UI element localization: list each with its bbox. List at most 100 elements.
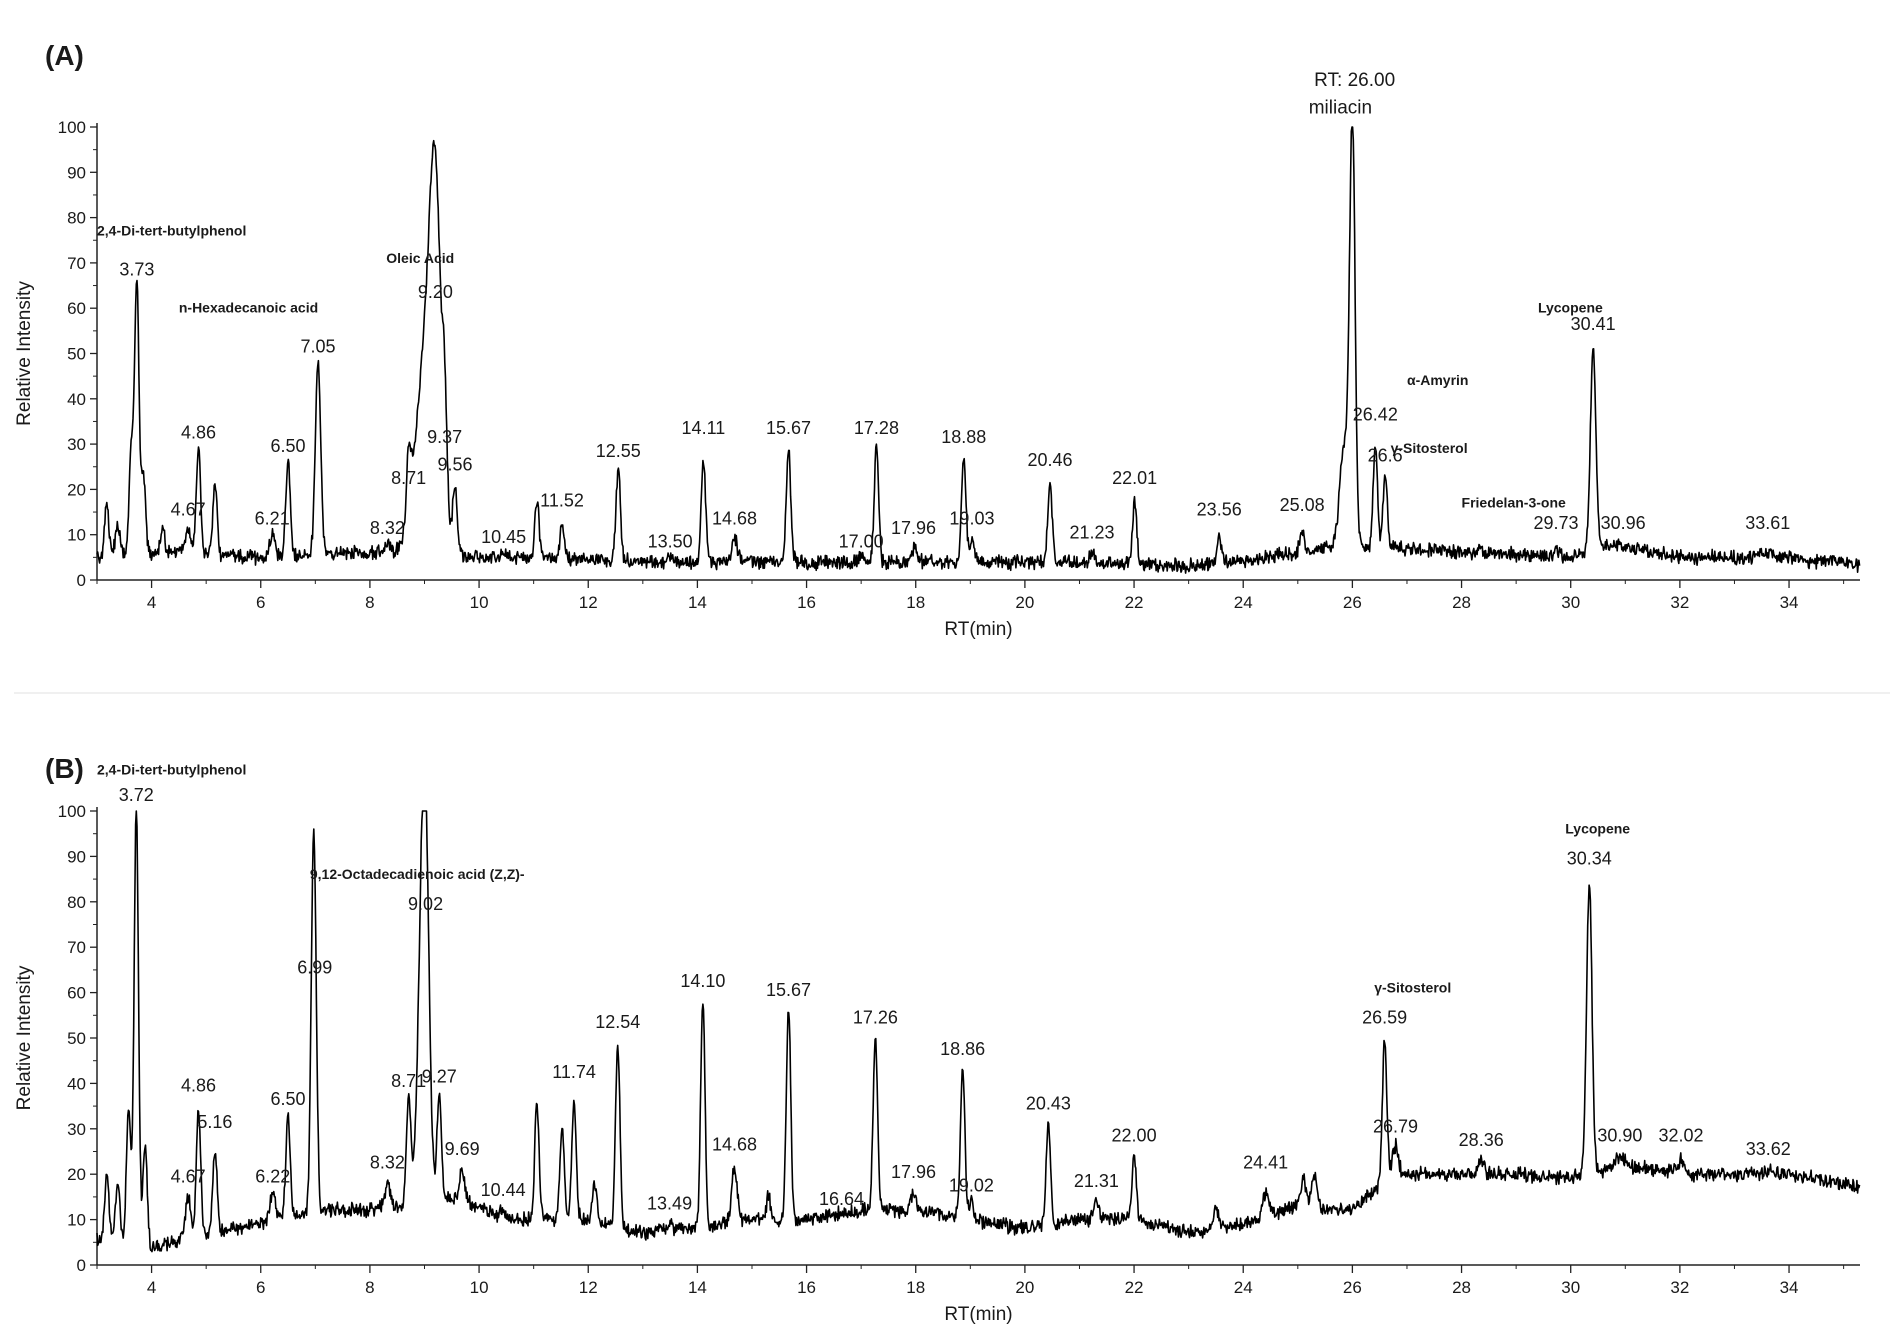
x-tick-label: 30 — [1561, 1278, 1580, 1297]
y-tick-label: 90 — [67, 163, 86, 182]
compound-annotation: 2,4-Di-tert-butylphenol — [97, 762, 246, 778]
x-tick-label: 18 — [906, 1278, 925, 1297]
peak-rt-label: 33.61 — [1745, 513, 1790, 533]
peak-rt-label: 14.68 — [712, 509, 757, 529]
peak-rt-label: 4.86 — [181, 1076, 216, 1096]
peak-rt-label: 21.31 — [1074, 1171, 1119, 1191]
x-tick-label: 26 — [1343, 1278, 1362, 1297]
peak-rt-label: 17.96 — [891, 518, 936, 538]
peak-rt-label: 19.03 — [949, 509, 994, 529]
x-tick-label: 6 — [256, 1278, 265, 1297]
compound-annotation: miliacin — [1309, 97, 1372, 118]
x-tick-label: 30 — [1561, 593, 1580, 612]
peak-rt-label: 9.69 — [445, 1139, 480, 1159]
chromatogram-trace — [96, 810, 1861, 1253]
compound-annotation: γ-Sitosterol — [1391, 440, 1468, 456]
x-tick-label: 32 — [1670, 593, 1689, 612]
peak-rt-label: 33.62 — [1746, 1139, 1791, 1159]
y-axis-title: Relative Intensity — [14, 965, 35, 1110]
peak-rt-label: 26.6 — [1368, 445, 1403, 465]
peak-rt-label: 17.26 — [853, 1007, 898, 1027]
peak-rt-label: 21.23 — [1070, 522, 1115, 542]
peak-rt-label: 10.44 — [481, 1180, 526, 1200]
x-tick-label: 20 — [1015, 1278, 1034, 1297]
peak-rt-label: 22.01 — [1112, 468, 1157, 488]
y-tick-label: 70 — [67, 938, 86, 957]
peak-rt-label: 8.32 — [370, 518, 405, 538]
peak-rt-label: 10.45 — [481, 527, 526, 547]
peak-rt-label: 30.41 — [1571, 314, 1616, 334]
peak-rt-label: 15.67 — [766, 980, 811, 1000]
y-tick-label: 80 — [67, 893, 86, 912]
peak-rt-label: 4.67 — [171, 1166, 206, 1186]
x-tick-label: 26 — [1343, 593, 1362, 612]
peak-rt-label: 29.73 — [1533, 513, 1578, 533]
y-axis-title: Relative Intensity — [14, 281, 35, 426]
x-tick-label: 12 — [579, 1278, 598, 1297]
chromatogram-panel-a: (A) 0 10 20 30 40 50 60 70 80 90 100 4 6 8 10 12 14 16 18 20… — [14, 40, 1861, 640]
x-tick-label: 10 — [470, 593, 489, 612]
y-tick-label: 20 — [67, 480, 86, 499]
y-tick-label: 10 — [67, 1211, 86, 1230]
x-tick-label: 16 — [797, 593, 816, 612]
peak-rt-label: 13.49 — [647, 1194, 692, 1214]
peak-rt-label: 13.50 — [648, 531, 693, 551]
compound-annotation: γ-Sitosterol — [1374, 980, 1451, 996]
y-tick-label: 10 — [67, 526, 86, 545]
peak-rt-label: 30.34 — [1567, 849, 1612, 869]
peak-rt-label: 24.41 — [1243, 1153, 1288, 1173]
y-tick-label: 30 — [67, 435, 86, 454]
x-tick-label: 12 — [579, 593, 598, 612]
peak-rt-label: 6.50 — [271, 1089, 306, 1109]
y-tick-label: 20 — [67, 1165, 86, 1184]
peak-rt-label: 22.00 — [1112, 1126, 1157, 1146]
peak-rt-label: 14.10 — [680, 971, 725, 991]
y-tick-label: 40 — [67, 390, 86, 409]
peak-rt-label: 30.96 — [1601, 513, 1646, 533]
peak-rt-label: 3.72 — [119, 785, 154, 805]
peak-rt-label: 12.55 — [596, 441, 641, 461]
compound-annotation: RT: 26.00 — [1314, 70, 1395, 91]
peak-rt-label: 28.36 — [1459, 1130, 1504, 1150]
compound-annotation: 9,12-Octadecadienoic acid (Z,Z)- — [310, 866, 525, 882]
peak-rt-label: 23.56 — [1197, 500, 1242, 520]
peak-rt-label: 17.96 — [891, 1162, 936, 1182]
x-tick-label: 28 — [1452, 593, 1471, 612]
peak-rt-label: 18.86 — [940, 1039, 985, 1059]
peak-rt-label: 11.52 — [540, 491, 584, 511]
peak-rt-label: 11.74 — [552, 1062, 596, 1082]
peak-rt-label: 15.67 — [766, 418, 811, 438]
y-tick-label: 60 — [67, 299, 86, 318]
peak-rt-label: 4.86 — [181, 423, 216, 443]
peak-rt-label: 5.16 — [197, 1112, 232, 1132]
panel-label: (B) — [45, 753, 84, 784]
y-tick-label: 100 — [58, 118, 86, 137]
peak-rt-label: 6.22 — [255, 1166, 290, 1186]
peak-rt-label: 8.71 — [391, 468, 426, 488]
peak-rt-label: 20.43 — [1026, 1094, 1071, 1114]
peak-rt-label: 30.90 — [1597, 1126, 1642, 1146]
peak-rt-label: 14.68 — [712, 1135, 757, 1155]
peak-rt-label: 6.50 — [271, 436, 306, 456]
compound-annotation: Oleic Acid — [386, 250, 454, 266]
peak-rt-label: 14.11 — [682, 418, 726, 438]
x-tick-label: 32 — [1670, 1278, 1689, 1297]
peak-rt-label: 9.37 — [427, 427, 462, 447]
x-tick-label: 18 — [906, 593, 925, 612]
compound-annotation: Friedelan-3-one — [1462, 495, 1566, 511]
peak-rt-label: 16.64 — [819, 1189, 864, 1209]
x-tick-label: 4 — [147, 593, 156, 612]
x-tick-label: 10 — [470, 1278, 489, 1297]
compound-annotation: n-Hexadecanoic acid — [179, 300, 318, 316]
x-axis-title: RT(min) — [944, 619, 1012, 640]
chromatogram-trace — [96, 126, 1861, 574]
peak-rt-label: 19.02 — [949, 1175, 994, 1195]
peak-rt-label: 9.02 — [408, 894, 443, 914]
y-tick-label: 80 — [67, 209, 86, 228]
y-tick-label: 50 — [67, 1029, 86, 1048]
peak-rt-label: 25.08 — [1280, 495, 1325, 515]
peak-rt-label: 32.02 — [1658, 1126, 1703, 1146]
y-tick-label: 40 — [67, 1074, 86, 1093]
peak-rt-label: 9.56 — [438, 454, 473, 474]
